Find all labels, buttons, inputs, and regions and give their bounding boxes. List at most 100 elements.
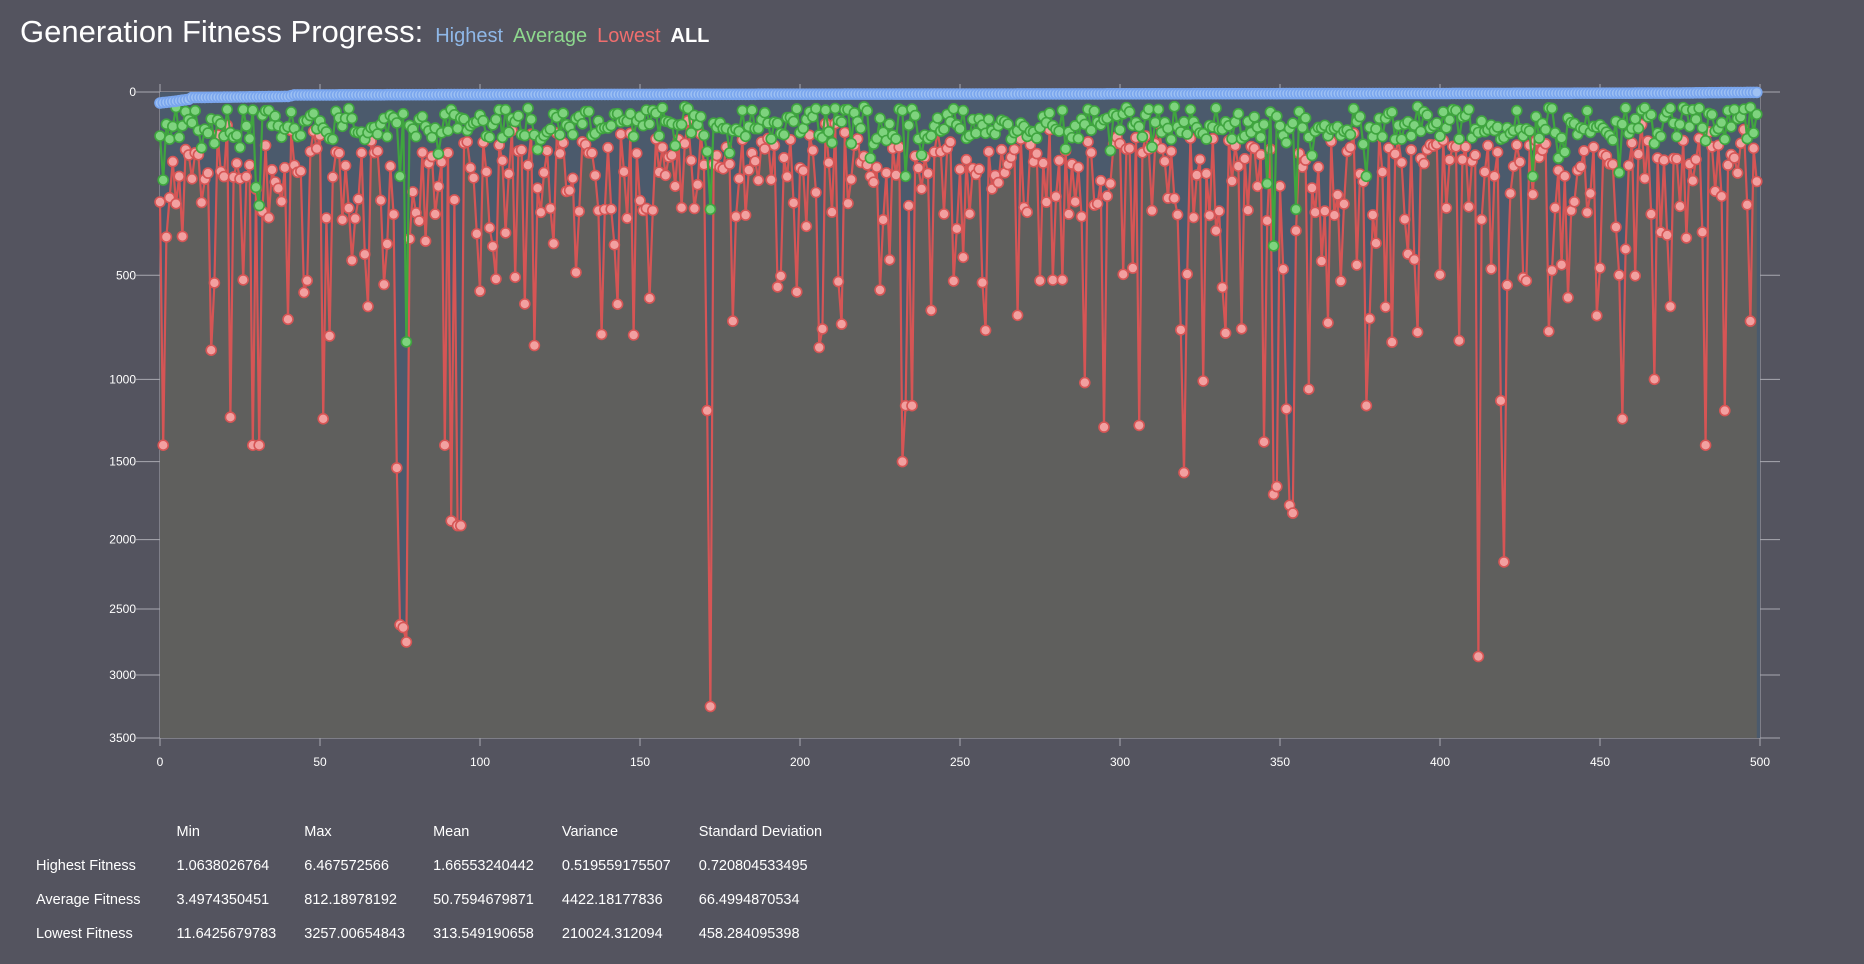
average-point[interactable] [1683, 120, 1696, 133]
lowest-point[interactable] [1747, 142, 1760, 155]
lowest-point[interactable] [701, 404, 714, 417]
average-point[interactable] [1059, 143, 1072, 155]
average-point[interactable] [1747, 127, 1760, 139]
lowest-point[interactable] [1696, 226, 1709, 238]
lowest-point[interactable] [733, 172, 746, 185]
lowest-point[interactable] [1527, 188, 1539, 201]
average-point[interactable] [582, 105, 595, 118]
lowest-point[interactable] [742, 164, 755, 176]
average-point[interactable] [954, 122, 966, 135]
lowest-point[interactable] [499, 227, 512, 239]
lowest-point[interactable] [902, 199, 915, 212]
average-point[interactable] [1463, 103, 1475, 116]
lowest-point[interactable] [730, 210, 742, 223]
lowest-point[interactable] [352, 193, 365, 205]
average-point[interactable] [157, 174, 169, 186]
average-point[interactable] [202, 127, 214, 139]
average-point[interactable] [544, 123, 557, 135]
average-point[interactable] [1357, 138, 1369, 150]
lowest-point[interactable] [838, 126, 851, 139]
lowest-point[interactable] [1434, 268, 1446, 281]
lowest-point[interactable] [771, 281, 784, 293]
lowest-point[interactable] [349, 212, 362, 225]
lowest-point[interactable] [586, 147, 598, 159]
average-point[interactable] [1165, 133, 1177, 146]
average-point[interactable] [1645, 109, 1657, 121]
average-point[interactable] [653, 130, 666, 142]
average-point[interactable] [1581, 105, 1593, 117]
lowest-point[interactable] [992, 176, 1005, 189]
lowest-point[interactable] [1715, 190, 1728, 203]
lowest-point[interactable] [378, 278, 390, 291]
average-point[interactable] [1261, 177, 1273, 190]
lowest-point[interactable] [1127, 262, 1139, 274]
average-point[interactable] [1386, 106, 1398, 118]
lowest-point[interactable] [1575, 161, 1587, 173]
lowest-point[interactable] [1351, 259, 1363, 271]
average-point[interactable] [410, 130, 422, 143]
lowest-point[interactable] [1050, 190, 1062, 203]
lowest-point[interactable] [739, 209, 752, 221]
average-point[interactable] [163, 133, 176, 145]
average-point[interactable] [938, 123, 950, 135]
lowest-point[interactable] [416, 146, 429, 159]
average-point[interactable] [1719, 133, 1731, 146]
lowest-point[interactable] [1363, 312, 1376, 325]
lowest-point[interactable] [467, 172, 480, 184]
lowest-point[interactable] [1719, 404, 1731, 417]
lowest-point[interactable] [173, 170, 185, 183]
lowest-point[interactable] [381, 238, 394, 250]
lowest-point[interactable] [1469, 149, 1481, 161]
lowest-point[interactable] [1459, 141, 1472, 153]
lowest-point[interactable] [688, 202, 701, 215]
lowest-point[interactable] [432, 180, 445, 193]
lowest-point[interactable] [950, 222, 963, 235]
average-point[interactable] [253, 199, 266, 212]
lowest-point[interactable] [1367, 209, 1379, 221]
lowest-point[interactable] [1674, 200, 1686, 213]
lowest-point[interactable] [1578, 145, 1590, 157]
average-point[interactable] [1530, 110, 1542, 123]
average-point[interactable] [931, 112, 944, 124]
highest-point[interactable] [1751, 86, 1763, 99]
lowest-point[interactable] [880, 167, 893, 179]
lowest-point[interactable] [1165, 145, 1177, 158]
lowest-point[interactable] [890, 169, 902, 181]
lowest-point[interactable] [573, 205, 586, 218]
average-point[interactable] [247, 104, 259, 116]
average-point[interactable] [1706, 108, 1718, 121]
average-point[interactable] [1559, 146, 1571, 158]
average-point[interactable] [1376, 130, 1389, 143]
lowest-point[interactable] [490, 273, 502, 285]
lowest-point[interactable] [1687, 174, 1699, 187]
average-point[interactable] [394, 170, 406, 183]
average-point[interactable] [1184, 103, 1197, 116]
lowest-point[interactable] [1632, 148, 1645, 160]
average-point[interactable] [483, 131, 496, 143]
average-point[interactable] [723, 147, 736, 159]
average-point[interactable] [1344, 128, 1357, 141]
lowest-point[interactable] [611, 298, 624, 311]
average-point[interactable] [1555, 132, 1568, 144]
average-point[interactable] [790, 103, 803, 115]
lowest-point[interactable] [1331, 189, 1344, 201]
lowest-point[interactable] [1200, 167, 1213, 180]
average-point[interactable] [189, 104, 201, 117]
lowest-point[interactable] [1079, 376, 1091, 389]
lowest-point[interactable] [346, 254, 358, 267]
lowest-point[interactable] [310, 142, 323, 155]
lowest-point[interactable] [202, 167, 214, 179]
lowest-point[interactable] [1178, 466, 1190, 479]
lowest-point[interactable] [272, 182, 285, 195]
lowest-point[interactable] [1418, 157, 1430, 170]
lowest-point[interactable] [656, 141, 669, 154]
lowest-point[interactable] [938, 208, 950, 220]
average-point[interactable] [1133, 120, 1145, 133]
lowest-point[interactable] [528, 339, 541, 352]
average-point[interactable] [810, 102, 822, 115]
lowest-point[interactable] [205, 344, 217, 357]
lowest-point[interactable] [1475, 213, 1488, 226]
average-point[interactable] [1715, 116, 1728, 129]
lowest-point[interactable] [1639, 172, 1651, 185]
legend-toggle-highest[interactable]: Highest [435, 25, 503, 47]
